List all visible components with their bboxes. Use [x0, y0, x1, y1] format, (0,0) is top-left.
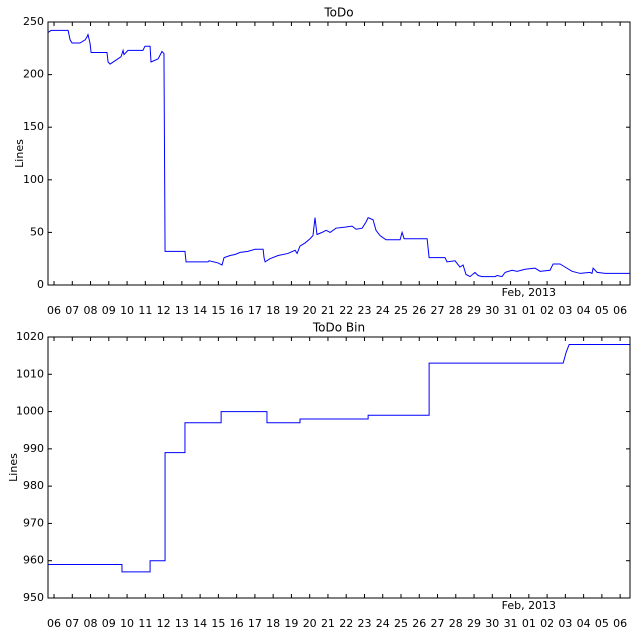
x-tick-label: 23	[357, 617, 371, 630]
y-tick-label: 100	[23, 173, 44, 186]
x-tick-label: 16	[230, 617, 244, 630]
y-tick-label: 200	[23, 68, 44, 81]
y-tick-label: 950	[23, 591, 44, 604]
chart-title: ToDo Bin	[312, 321, 365, 335]
x-tick-label: 28	[449, 617, 463, 630]
x-tick-label: 18	[266, 304, 280, 317]
x-tick-label: 25	[394, 617, 408, 630]
x-tick-label: 05	[595, 304, 609, 317]
x-tick-label: 06	[613, 617, 627, 630]
x-tick-label: 12	[157, 617, 171, 630]
y-tick-label: 0	[37, 278, 44, 291]
x-tick-label: 06	[47, 617, 61, 630]
y-tick-label: 980	[23, 479, 44, 492]
x-tick-label: 26	[412, 617, 426, 630]
x-tick-label: 24	[376, 617, 390, 630]
x-tick-label: 30	[485, 304, 499, 317]
y-axis-label: Lines	[13, 139, 26, 168]
x-tick-label: 08	[84, 304, 98, 317]
x-tick-label: 30	[485, 617, 499, 630]
x-tick-label: 18	[266, 617, 280, 630]
x-tick-label: 21	[321, 617, 335, 630]
x-tick-label: 27	[431, 617, 445, 630]
x-tick-label: 03	[558, 304, 572, 317]
x-tick-label: 01	[522, 617, 536, 630]
x-tick-label: 31	[504, 617, 518, 630]
x-tick-label: 29	[467, 617, 481, 630]
x-offset-text: Feb, 2013	[502, 286, 556, 299]
y-tick-label: 250	[23, 15, 44, 28]
y-tick-label: 960	[23, 554, 44, 567]
y-tick-label: 50	[30, 225, 44, 238]
x-tick-label: 27	[431, 304, 445, 317]
y-tick-label: 990	[23, 442, 44, 455]
x-tick-label: 12	[157, 304, 171, 317]
x-tick-label: 06	[613, 304, 627, 317]
x-tick-label: 04	[577, 304, 591, 317]
plot-frame	[47, 336, 631, 599]
y-tick-label: 1020	[16, 330, 44, 343]
x-tick-label: 20	[303, 617, 317, 630]
x-tick-label: 13	[175, 304, 189, 317]
y-tick-label: 150	[23, 120, 44, 133]
plot-frame	[47, 21, 631, 286]
x-tick-label: 23	[357, 304, 371, 317]
x-tick-label: 15	[211, 617, 225, 630]
x-tick-label: 31	[504, 304, 518, 317]
x-tick-label: 14	[193, 617, 207, 630]
data-line	[47, 29, 630, 278]
x-tick-label: 13	[175, 617, 189, 630]
x-tick-label: 22	[339, 617, 353, 630]
data-line	[48, 343, 630, 573]
y-tick-label: 1010	[16, 367, 44, 380]
x-tick-label: 02	[540, 304, 554, 317]
x-tick-label: 02	[540, 617, 554, 630]
y-tick-label: 1000	[16, 405, 44, 418]
x-tick-label: 29	[467, 304, 481, 317]
x-tick-label: 15	[211, 304, 225, 317]
x-tick-label: 06	[47, 304, 61, 317]
x-tick-label: 11	[138, 304, 152, 317]
x-tick-label: 09	[102, 617, 116, 630]
x-tick-label: 11	[138, 617, 152, 630]
x-tick-label: 07	[65, 617, 79, 630]
x-tick-label: 10	[120, 617, 134, 630]
x-tick-label: 19	[284, 304, 298, 317]
x-tick-label: 20	[303, 304, 317, 317]
x-tick-label: 21	[321, 304, 335, 317]
x-tick-label: 07	[65, 304, 79, 317]
x-tick-label: 28	[449, 304, 463, 317]
x-tick-label: 01	[522, 304, 536, 317]
y-tick-label: 970	[23, 516, 44, 529]
x-tick-label: 09	[102, 304, 116, 317]
x-tick-label: 03	[558, 617, 572, 630]
x-tick-label: 08	[84, 617, 98, 630]
x-tick-label: 24	[376, 304, 390, 317]
y-axis-label: Lines	[7, 453, 20, 482]
x-tick-label: 19	[284, 617, 298, 630]
x-tick-label: 04	[577, 617, 591, 630]
x-tick-label: 17	[248, 304, 262, 317]
x-tick-label: 16	[230, 304, 244, 317]
x-tick-label: 25	[394, 304, 408, 317]
x-tick-label: 26	[412, 304, 426, 317]
x-tick-label: 22	[339, 304, 353, 317]
x-tick-label: 05	[595, 617, 609, 630]
x-tick-label: 17	[248, 617, 262, 630]
x-offset-text: Feb, 2013	[502, 599, 556, 612]
x-tick-label: 10	[120, 304, 134, 317]
chart-title: ToDo	[323, 6, 353, 20]
x-tick-label: 14	[193, 304, 207, 317]
